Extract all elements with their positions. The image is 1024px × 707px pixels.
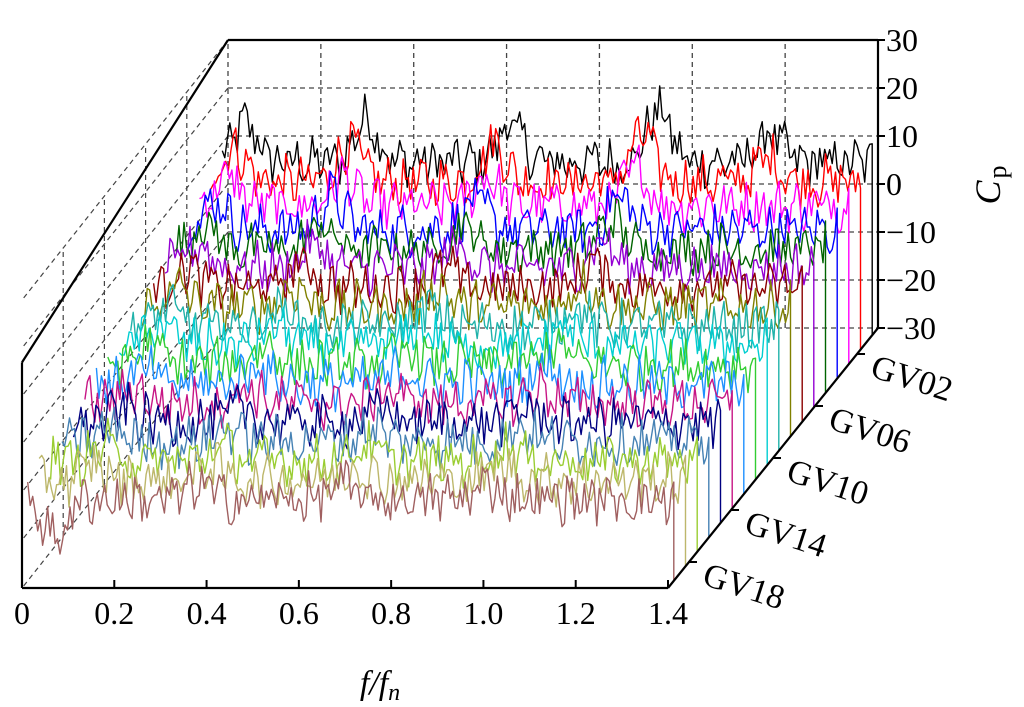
x-tick-label: 0.4	[187, 595, 227, 631]
z-tick-label: 30	[886, 22, 918, 58]
series-line	[49, 417, 698, 552]
series-line	[199, 144, 850, 365]
series-line	[141, 259, 792, 437]
z-tick-label: −10	[886, 214, 936, 250]
x-tick-label: 1.0	[463, 595, 503, 631]
x-axis-label: f/fn	[360, 665, 400, 706]
x-tick-label: 1.2	[556, 595, 596, 631]
series-line	[210, 115, 862, 350]
grid-line	[21, 183, 229, 445]
grid-line	[21, 135, 229, 397]
series-line	[164, 218, 815, 408]
grid-line	[21, 231, 229, 493]
series-line	[221, 85, 873, 336]
z-tick-label: 10	[886, 118, 918, 154]
grid-line	[21, 87, 229, 349]
axes-frame	[20, 38, 880, 590]
grid-line	[21, 327, 229, 589]
x-tick-label: 0.2	[94, 595, 134, 631]
svg-text:Cp: Cp	[968, 165, 1012, 204]
depth-tick-label: GV18	[699, 556, 789, 617]
grid-line	[21, 39, 229, 301]
side-wall-grid	[21, 39, 229, 589]
series-line	[130, 283, 780, 451]
frame-line	[21, 39, 229, 363]
series-line	[152, 245, 803, 422]
series-line	[95, 344, 745, 495]
z-axis-label: Cp	[968, 165, 1012, 204]
series-line	[84, 363, 733, 509]
x-tick-label: 0.6	[279, 595, 319, 631]
z-tick-label: 20	[886, 70, 918, 106]
z-axis: 30 20 10 0 −10 −20 −30	[878, 22, 936, 346]
z-tick-label: −30	[886, 310, 936, 346]
depth-tick-label: GV14	[741, 504, 831, 565]
depth-tick-label: GV02	[867, 348, 957, 409]
depth-tick-label: GV06	[825, 400, 915, 461]
x-axis: 0 0.2 0.4 0.6 0.8 1.0 1.2 1.4	[14, 580, 688, 631]
series-line	[107, 324, 757, 480]
x-tick-label: 0	[14, 595, 30, 631]
z-tick-label: −20	[886, 262, 936, 298]
x-tick-label: 0.8	[371, 595, 411, 631]
x-tick-label: 1.4	[648, 595, 688, 631]
series-line	[27, 459, 675, 581]
series-traces	[27, 85, 873, 581]
z-tick-label: 0	[886, 166, 902, 202]
series-line	[38, 441, 687, 567]
series-line	[72, 381, 722, 523]
depth-tick-label: GV10	[783, 452, 873, 513]
series-line	[187, 170, 838, 379]
series-line	[175, 197, 827, 393]
series-line	[118, 306, 768, 466]
